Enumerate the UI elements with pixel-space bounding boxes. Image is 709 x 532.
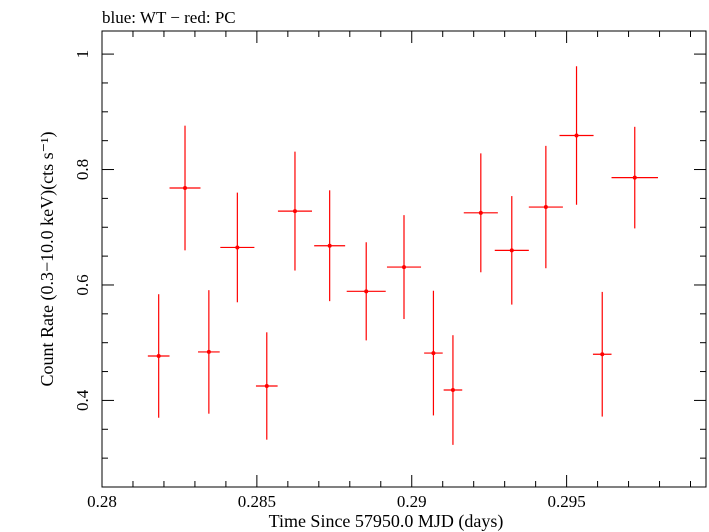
- data-marker: [543, 205, 548, 210]
- data-point: [528, 145, 563, 269]
- y-axis-label: Count Rate (0.3−10.0 keV)(cts s⁻¹): [37, 131, 58, 386]
- y-tick-label: 0.6: [73, 274, 92, 295]
- data-marker: [402, 265, 406, 270]
- data-marker: [292, 209, 297, 214]
- data-points: [147, 66, 658, 445]
- x-tick-label: 0.29: [397, 492, 427, 511]
- x-tick-label: 0.285: [238, 492, 276, 511]
- y-axis: 0.4 0.6 0.8 1: [73, 50, 706, 488]
- data-marker: [264, 383, 269, 388]
- data-point: [277, 151, 313, 271]
- plot-frame: [101, 30, 707, 488]
- x-tick-label: 0.28: [87, 492, 117, 511]
- data-marker: [450, 388, 455, 393]
- data-marker: [509, 248, 514, 253]
- x-tick-label: 0.295: [547, 492, 585, 511]
- x-axis-label: Time Since 57950.0 MJD (days): [269, 511, 504, 532]
- data-marker: [364, 289, 369, 294]
- data-point: [424, 290, 443, 416]
- x-axis: 0.28 0.285 0.29 0.295: [87, 31, 692, 511]
- data-point: [386, 215, 422, 320]
- data-marker: [183, 186, 188, 191]
- data-marker: [156, 353, 161, 358]
- data-point: [463, 153, 498, 273]
- data-point: [494, 196, 529, 305]
- data-point: [346, 242, 386, 341]
- data-marker: [574, 133, 579, 138]
- y-tick-label: 0.8: [73, 159, 92, 180]
- data-point: [198, 290, 220, 414]
- data-point: [220, 192, 255, 303]
- data-point: [592, 291, 612, 417]
- chart-title: blue: WT − red: PC: [102, 8, 236, 27]
- data-marker: [478, 210, 483, 215]
- data-marker: [431, 351, 436, 356]
- y-tick-label: 1: [73, 50, 92, 59]
- data-point: [314, 190, 346, 302]
- data-marker: [235, 245, 240, 250]
- y-tick-label: 0.4: [73, 389, 92, 411]
- data-point: [559, 66, 594, 205]
- data-point: [443, 335, 463, 445]
- data-point: [255, 332, 278, 440]
- data-marker: [327, 243, 332, 248]
- data-marker: [600, 352, 605, 357]
- data-marker: [206, 349, 211, 354]
- data-marker: [632, 175, 637, 180]
- data-point: [169, 125, 201, 251]
- data-point: [147, 294, 170, 418]
- data-point: [611, 126, 658, 229]
